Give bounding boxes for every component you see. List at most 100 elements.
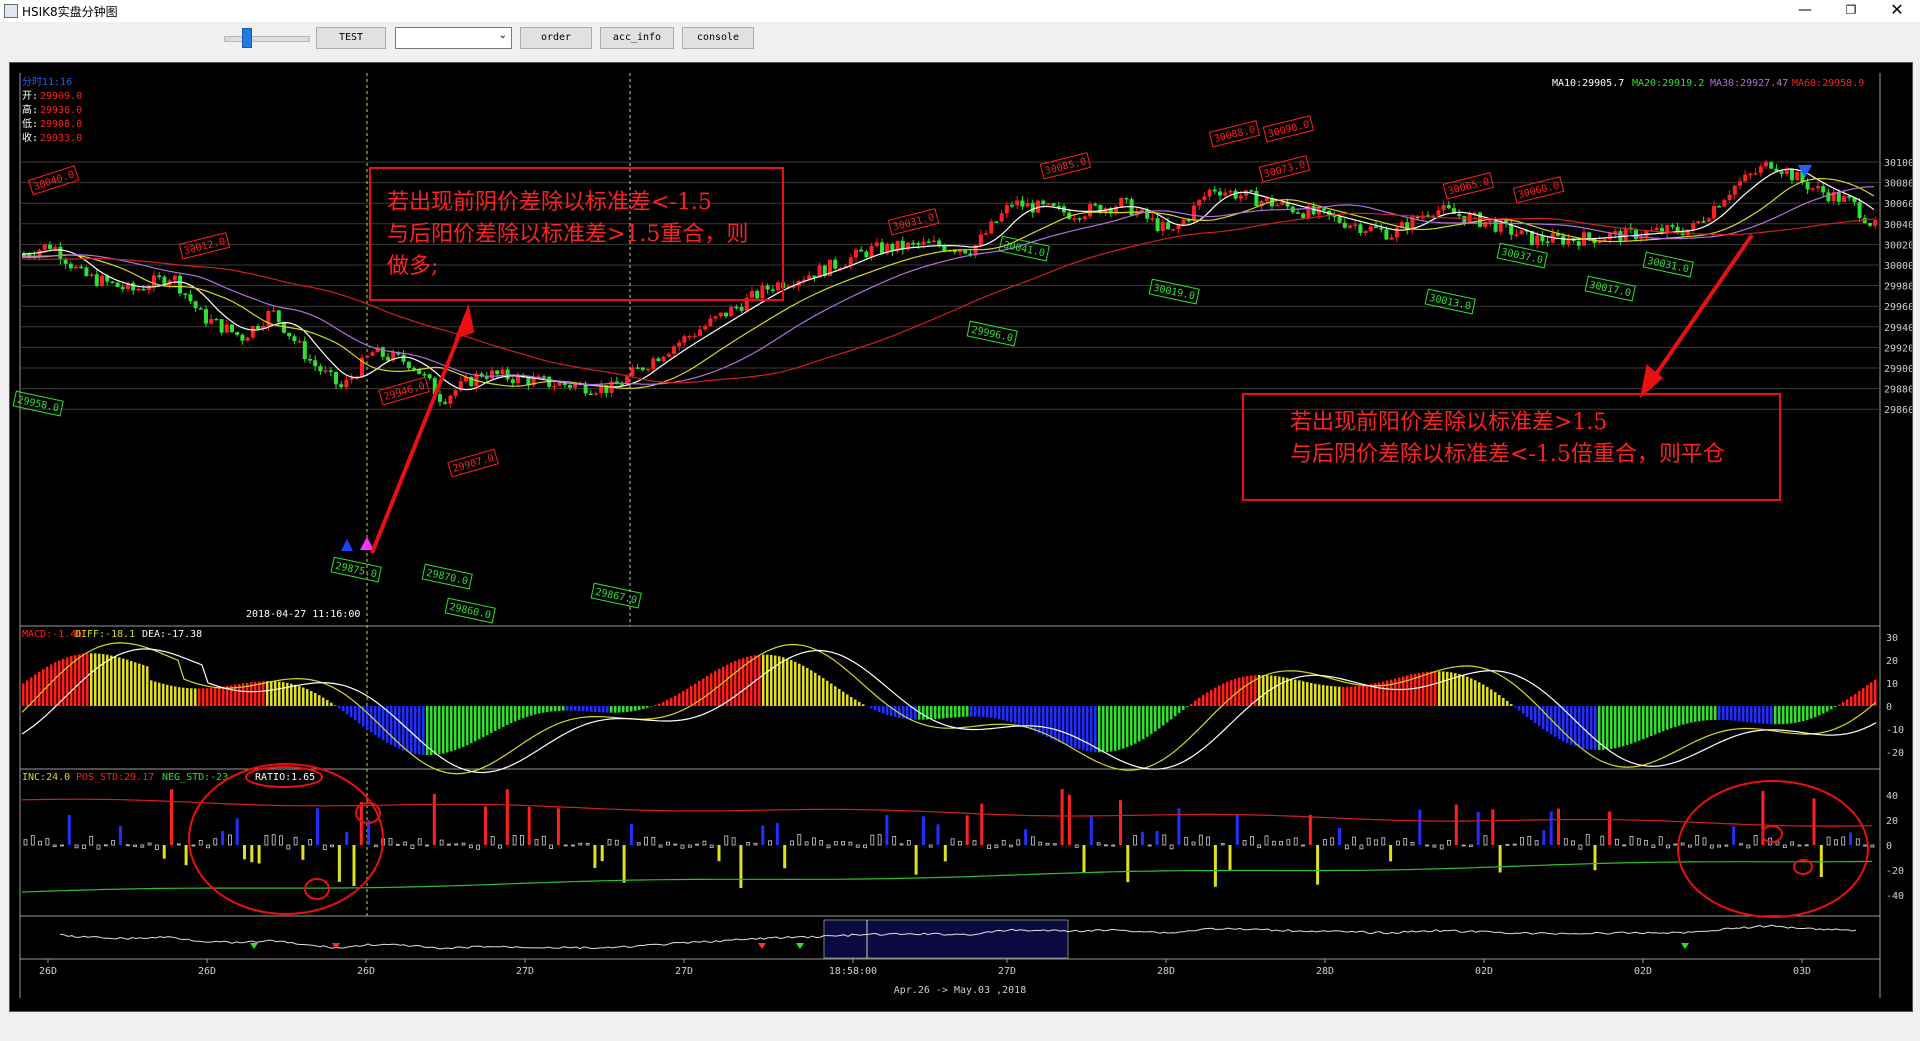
inc-bar <box>483 806 487 845</box>
inc-bar <box>1863 844 1867 847</box>
tag-box <box>1442 172 1495 200</box>
inc-bar <box>1447 839 1451 846</box>
macd-bar <box>1226 681 1229 706</box>
chevron-down-icon: ⌄ <box>498 30 507 41</box>
candle <box>1514 234 1519 236</box>
macd-bar <box>1478 682 1481 706</box>
zoom-slider-handle[interactable] <box>242 28 252 48</box>
candle <box>1010 205 1014 207</box>
console-button[interactable]: console <box>682 27 754 49</box>
candle <box>1597 240 1602 244</box>
macd-bar <box>1806 706 1809 720</box>
inc-bar <box>1257 844 1262 849</box>
macd-bar <box>1062 706 1065 744</box>
candle <box>822 265 827 276</box>
inc-bar <box>1162 834 1167 846</box>
macd-bar <box>1698 706 1701 722</box>
macd-bar <box>1774 706 1777 725</box>
candle <box>204 309 208 324</box>
candle <box>760 285 765 299</box>
macd-bar <box>1622 706 1625 747</box>
macd-bar <box>1290 678 1293 706</box>
macd-bar <box>758 654 761 706</box>
highlight-circle <box>1677 780 1869 918</box>
green-price-tag: 29875.0 <box>330 556 382 583</box>
chart-area[interactable]: 30100 30080 30060 30040 30020 30000 29980 29960… <box>9 62 1914 1012</box>
candle <box>1842 196 1846 202</box>
inc-bar <box>571 844 575 847</box>
macd-bar <box>342 706 345 712</box>
green-price-tag: 30017.0 <box>1584 275 1636 302</box>
candle <box>1535 235 1540 245</box>
macd-bar <box>722 666 725 706</box>
candle <box>968 253 973 256</box>
restore-icon[interactable]: ❐ <box>1845 3 1857 17</box>
y-tick-label: 29880 <box>1884 385 1912 396</box>
candle <box>505 369 510 380</box>
zoom-slider-track[interactable] <box>224 36 310 42</box>
macd-bar <box>1614 706 1617 749</box>
macd-bar <box>170 685 173 706</box>
acc-info-button[interactable]: acc_info <box>600 27 674 49</box>
inc-bar <box>1279 841 1283 846</box>
macd-bar <box>1274 675 1277 706</box>
inc-bar <box>1585 834 1590 846</box>
y-tick-label: 29900 <box>1884 364 1912 375</box>
macd-bar <box>1070 706 1073 747</box>
macd-bar <box>1474 680 1477 706</box>
macd-bar <box>1582 706 1585 749</box>
candle <box>906 242 910 250</box>
macd-bar <box>422 706 425 755</box>
macd-bar <box>906 706 909 720</box>
inc-bar <box>1746 844 1751 849</box>
candle <box>1025 202 1030 207</box>
macd-bar <box>950 706 953 718</box>
order-button[interactable]: order <box>520 27 592 49</box>
inc-bar <box>1644 840 1648 846</box>
macd-bar <box>1110 706 1113 752</box>
macd-bar <box>1846 699 1849 706</box>
x-tick-label: 27D <box>516 966 534 977</box>
macd-bar <box>726 664 729 706</box>
macd-bar <box>1150 706 1153 735</box>
inc-bar <box>1454 804 1458 845</box>
candle <box>854 249 858 258</box>
macd-bar <box>1814 706 1817 718</box>
inc-bar <box>60 844 64 847</box>
inc-bar <box>1067 794 1071 845</box>
inc-bar <box>1074 844 1079 848</box>
inc-bar <box>1418 809 1422 845</box>
macd-bar <box>694 683 697 706</box>
macd-bar <box>1146 706 1149 737</box>
close-icon[interactable]: ✕ <box>1890 0 1904 19</box>
minimize-icon[interactable]: — <box>1798 2 1812 18</box>
candle <box>1041 200 1046 205</box>
macd-bar <box>190 688 193 706</box>
candle <box>53 246 58 249</box>
inc-bar <box>308 839 313 846</box>
inc-bar <box>1119 800 1122 845</box>
candle <box>594 393 598 395</box>
symbol-dropdown[interactable]: ⌄ <box>395 27 512 49</box>
candle <box>240 334 245 341</box>
kline-chart[interactable]: 3010030080300603004030020300002998029960… <box>10 63 1914 1011</box>
inc-bar <box>1155 831 1159 845</box>
inc-bar <box>337 845 341 882</box>
macd-bar <box>1214 687 1217 706</box>
inc-bar <box>316 808 319 845</box>
macd-bar <box>674 695 677 706</box>
macd-bar <box>1090 706 1093 752</box>
y-tick-label: 29980 <box>1884 282 1912 293</box>
candle <box>1873 220 1878 226</box>
candle <box>1556 233 1560 236</box>
candle <box>1285 202 1290 207</box>
candle <box>869 245 874 258</box>
macd-bar <box>1570 706 1573 745</box>
red-price-tag: 30073.0 <box>1258 155 1311 183</box>
candle <box>110 281 115 284</box>
candle <box>1540 235 1545 242</box>
buy-signal-triangle <box>341 539 353 551</box>
candle <box>942 245 947 252</box>
test-button[interactable]: TEST <box>316 27 386 49</box>
candle <box>635 367 640 369</box>
